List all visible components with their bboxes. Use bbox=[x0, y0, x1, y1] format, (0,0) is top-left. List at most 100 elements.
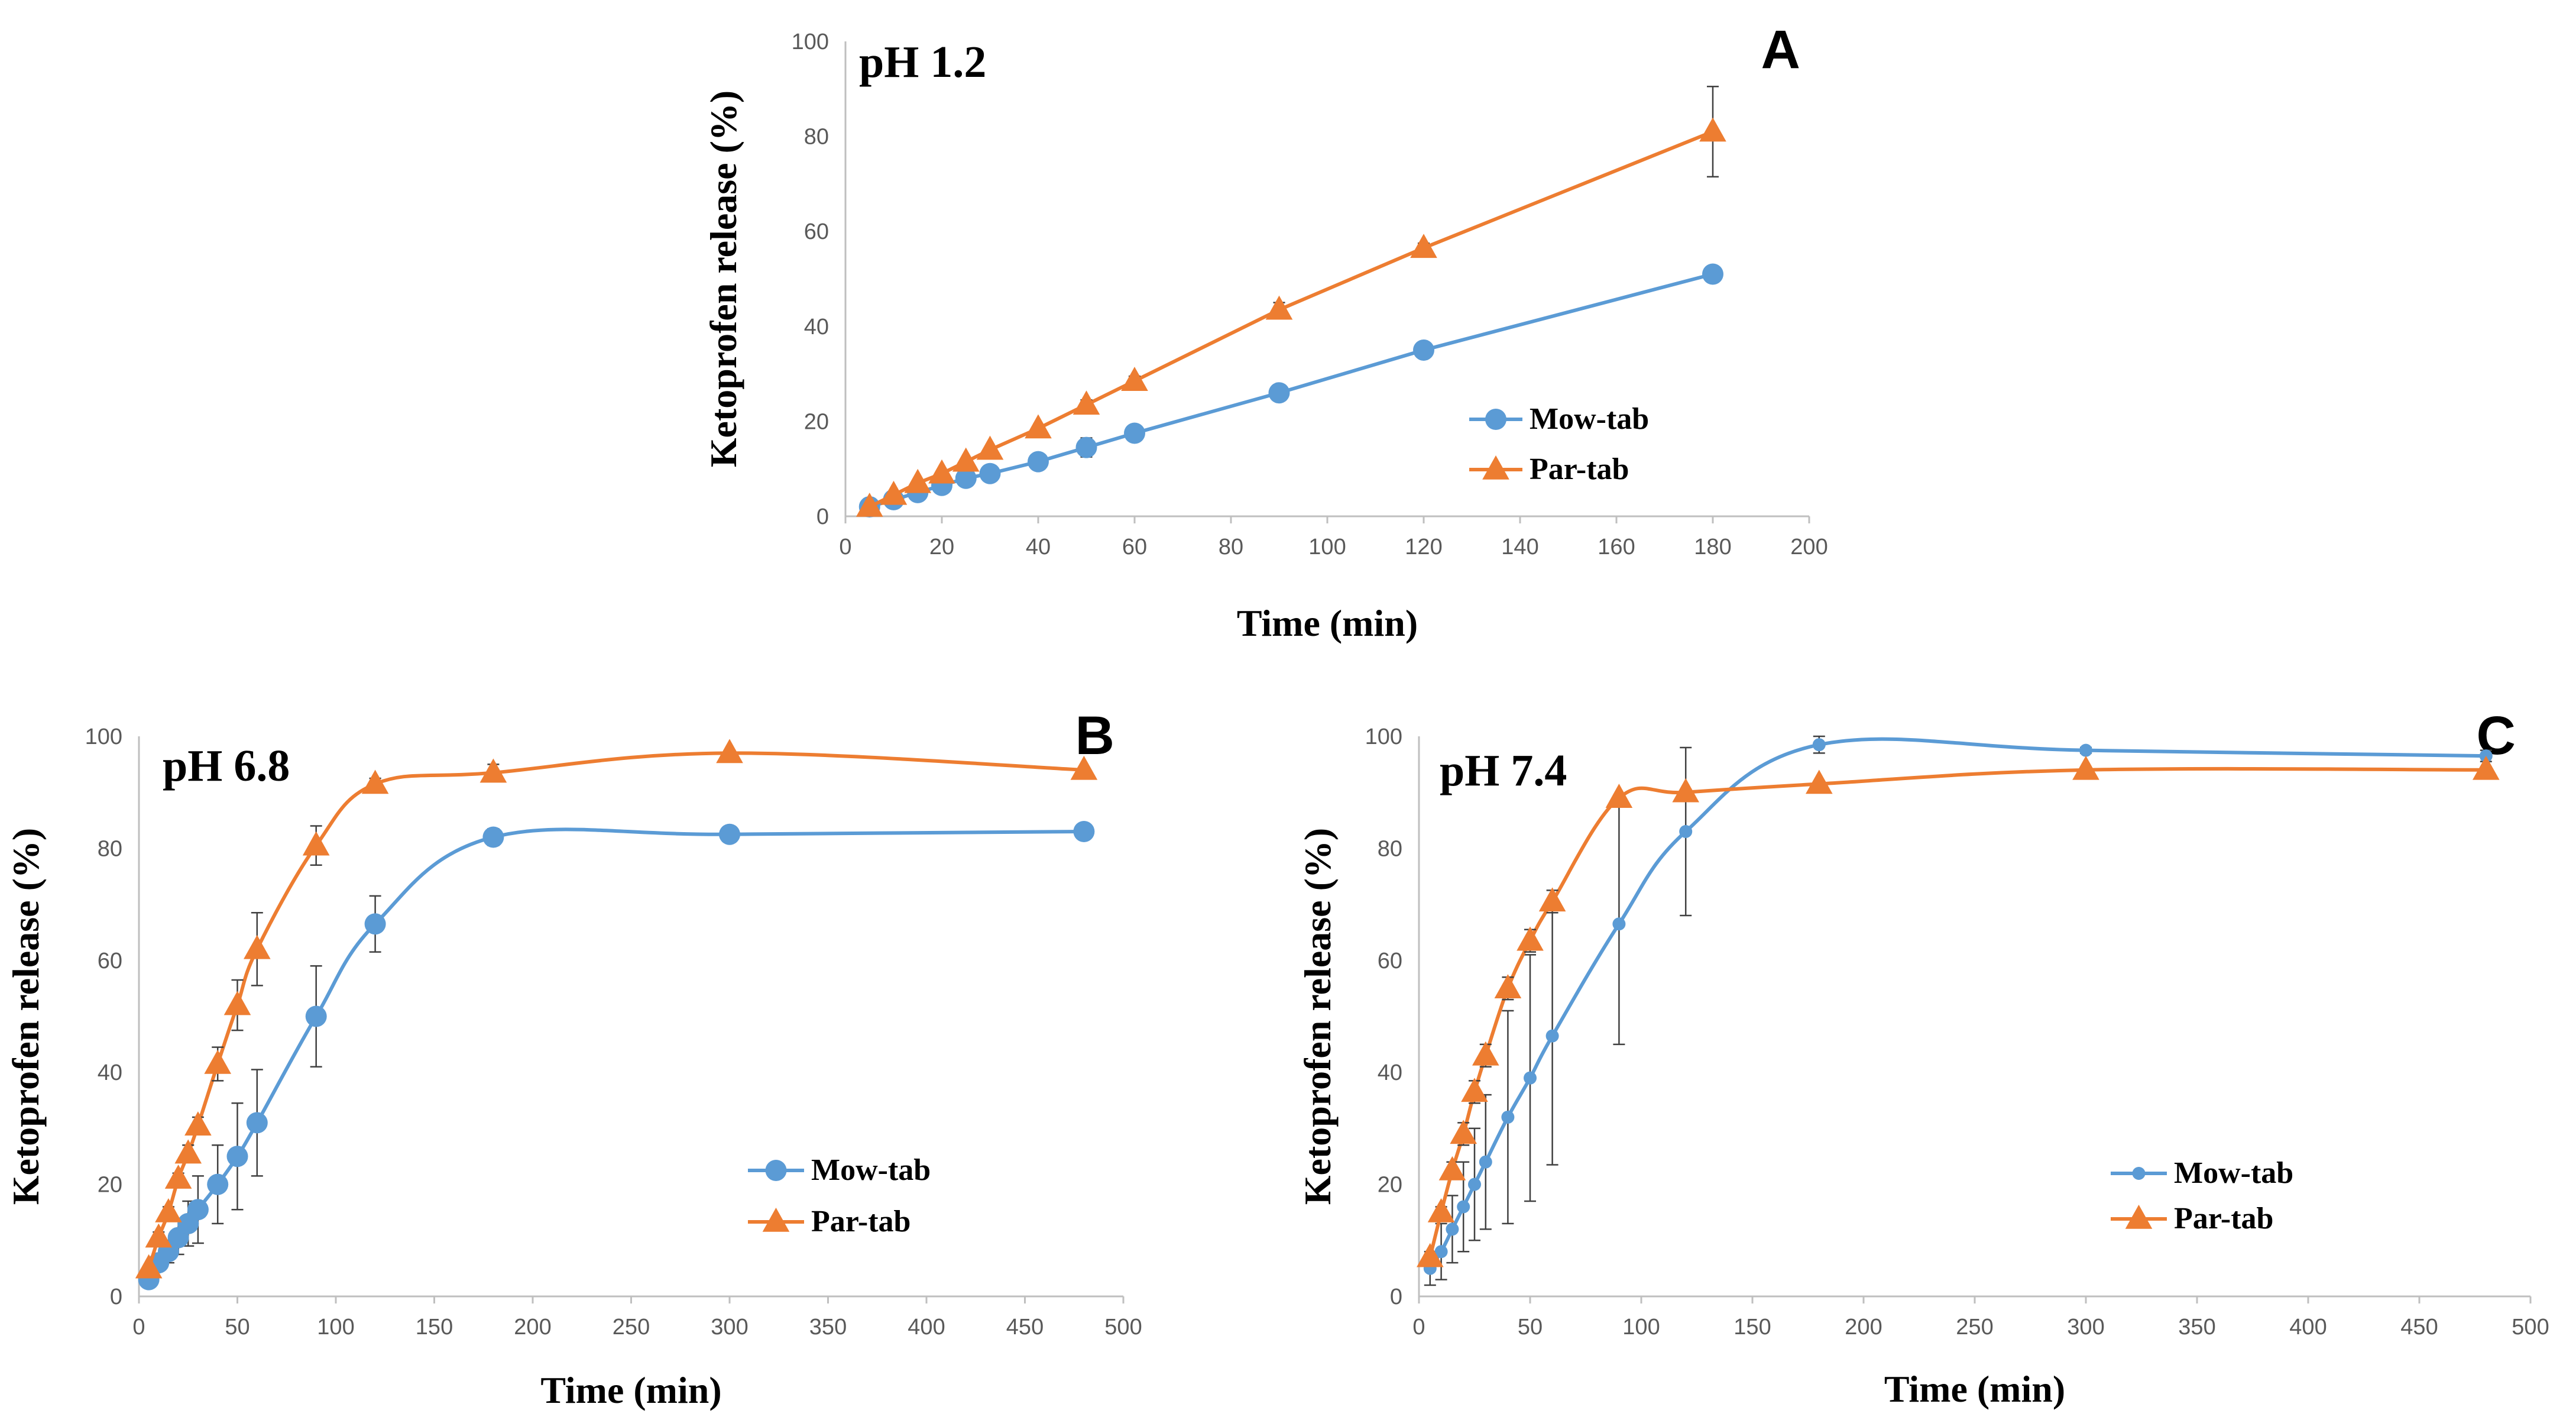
y-tick-label: 100 bbox=[85, 724, 122, 749]
data-point bbox=[1268, 382, 1290, 404]
y-tick-label: 80 bbox=[804, 125, 829, 150]
x-tick-label: 60 bbox=[1122, 535, 1147, 559]
data-point bbox=[1427, 1198, 1455, 1222]
data-point bbox=[1494, 974, 1522, 998]
x-tick-label: 400 bbox=[2289, 1315, 2326, 1340]
series-mow-tab bbox=[858, 263, 1723, 517]
x-tick-label: 0 bbox=[839, 535, 851, 559]
y-axis-title: Ketoprofen release (%) bbox=[5, 828, 47, 1205]
x-tick-label: 450 bbox=[1006, 1315, 1044, 1340]
series-par-tab bbox=[856, 86, 1726, 517]
y-tick-label: 20 bbox=[98, 1173, 122, 1198]
y-tick-label: 40 bbox=[804, 315, 829, 339]
panel-letter: A bbox=[1761, 20, 1800, 80]
x-tick-label: 180 bbox=[1694, 535, 1731, 559]
data-point bbox=[145, 1223, 173, 1248]
x-tick-label: 250 bbox=[613, 1315, 650, 1340]
data-point bbox=[856, 492, 883, 517]
x-tick-label: 200 bbox=[1790, 535, 1827, 559]
data-point bbox=[1612, 917, 1626, 931]
x-tick-label: 500 bbox=[1104, 1315, 1142, 1340]
data-point bbox=[928, 459, 955, 484]
x-tick-label: 300 bbox=[711, 1315, 748, 1340]
data-point bbox=[1679, 824, 1693, 838]
x-tick-label: 100 bbox=[1308, 535, 1346, 559]
legend: Mow-tab Par-tab bbox=[2111, 1156, 2293, 1235]
legend-label: Par-tab bbox=[2174, 1202, 2273, 1235]
data-point bbox=[1517, 926, 1544, 951]
legend-marker bbox=[762, 1208, 790, 1232]
y-tick-label: 80 bbox=[98, 836, 122, 861]
data-point bbox=[904, 468, 932, 493]
data-point bbox=[1461, 1078, 1488, 1102]
chart-panel-c: 0 50 100 150 200 250 300 350 400 450 500 0 20 40 60 80 1… bbox=[1297, 706, 2549, 1410]
data-point bbox=[719, 823, 740, 845]
x-tick-label: 40 bbox=[1026, 535, 1051, 559]
legend-marker bbox=[1482, 455, 1509, 480]
series-line bbox=[147, 827, 1084, 1281]
data-point bbox=[1438, 1156, 1466, 1180]
y-tick-label: 0 bbox=[110, 1285, 122, 1309]
y-tick-label: 0 bbox=[1390, 1285, 1402, 1309]
data-point bbox=[302, 831, 330, 856]
x-axis-title: Time (min) bbox=[1237, 602, 1418, 644]
y-tick-label: 100 bbox=[792, 30, 829, 54]
panel-letter: B bbox=[1075, 706, 1114, 766]
ph-label: pH 7.4 bbox=[1440, 746, 1567, 795]
series-par-tab bbox=[1417, 755, 2500, 1267]
data-point bbox=[135, 1254, 163, 1279]
x-tick-label: 50 bbox=[1518, 1315, 1543, 1340]
x-tick-label: 0 bbox=[1412, 1315, 1425, 1340]
y-axis-title: Ketoprofen release (%) bbox=[702, 90, 744, 467]
legend: Mow-tab Par-tab bbox=[1469, 402, 1649, 486]
legend-item-par-tab: Par-tab bbox=[748, 1205, 910, 1238]
data-point bbox=[482, 826, 504, 848]
data-point bbox=[2473, 755, 2500, 780]
x-tick-label: 450 bbox=[2400, 1315, 2438, 1340]
x-tick-label: 160 bbox=[1598, 535, 1635, 559]
chart-panel-b: 0 50 100 150 200 250 300 350 400 450 500 0 20 40 60 80 1… bbox=[5, 706, 1142, 1411]
data-point bbox=[1073, 820, 1095, 842]
x-tick-label: 500 bbox=[2512, 1315, 2549, 1340]
series-mow-tab bbox=[138, 820, 1095, 1290]
legend-marker bbox=[2125, 1205, 2153, 1229]
x-tick-label: 120 bbox=[1405, 535, 1442, 559]
legend-marker bbox=[765, 1160, 787, 1181]
data-point bbox=[880, 480, 908, 505]
legend: Mow-tab Par-tab bbox=[748, 1153, 931, 1238]
data-point bbox=[361, 769, 389, 794]
data-point bbox=[1806, 769, 1833, 794]
y-tick-label: 100 bbox=[1365, 724, 1402, 749]
data-point bbox=[244, 934, 271, 959]
y-tick-label: 40 bbox=[1378, 1060, 1402, 1085]
data-point bbox=[1028, 451, 1049, 473]
data-point bbox=[1545, 1029, 1559, 1043]
data-point bbox=[1413, 339, 1434, 361]
legend-marker bbox=[2132, 1167, 2146, 1180]
data-point bbox=[1124, 422, 1145, 444]
x-axis-title: Time (min) bbox=[540, 1369, 721, 1411]
x-tick-label: 150 bbox=[1733, 1315, 1771, 1340]
data-point bbox=[1699, 117, 1726, 142]
data-point bbox=[1075, 436, 1097, 458]
data-point bbox=[207, 1173, 229, 1195]
x-tick-label: 80 bbox=[1219, 535, 1243, 559]
legend-label: Par-tab bbox=[1530, 452, 1629, 486]
legend-item-mow-tab: Mow-tab bbox=[748, 1153, 931, 1187]
data-point bbox=[1672, 778, 1699, 803]
data-point bbox=[1434, 1245, 1448, 1259]
data-point bbox=[1702, 263, 1723, 285]
legend-item-par-tab: Par-tab bbox=[1469, 452, 1629, 486]
data-point bbox=[155, 1198, 182, 1222]
legend-item-mow-tab: Mow-tab bbox=[2111, 1156, 2293, 1190]
data-point bbox=[364, 913, 386, 935]
data-point bbox=[1265, 295, 1293, 320]
data-point bbox=[246, 1112, 268, 1134]
data-point bbox=[479, 758, 507, 783]
legend-item-par-tab: Par-tab bbox=[2111, 1202, 2273, 1235]
y-tick-label: 60 bbox=[804, 219, 829, 244]
series-line bbox=[1428, 766, 2486, 1258]
series-par-tab bbox=[135, 739, 1098, 1279]
data-point bbox=[1538, 887, 1566, 912]
